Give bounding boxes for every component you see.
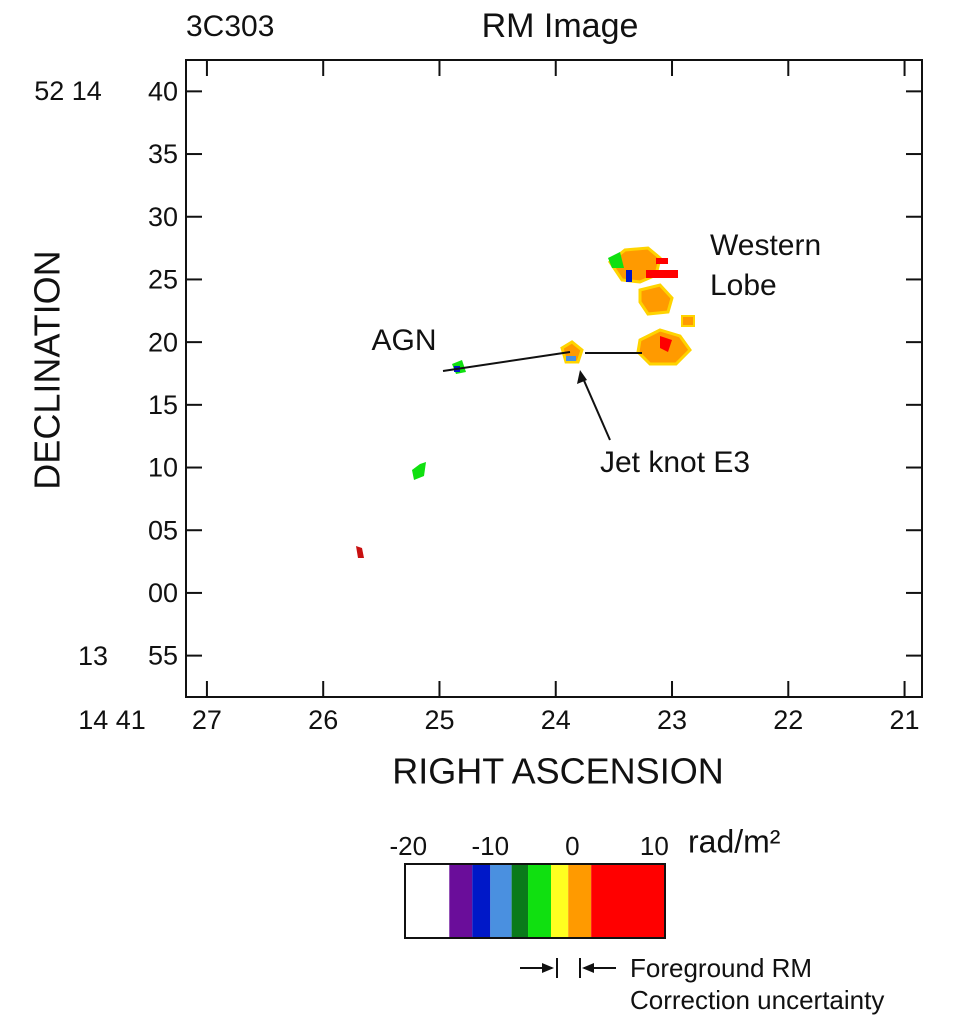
rm-features bbox=[356, 246, 695, 558]
annotation: AGN bbox=[371, 324, 436, 357]
colorbar-segment bbox=[528, 864, 551, 938]
colorbar-unit: rad/m² bbox=[688, 823, 781, 859]
x-tick-label: 24 bbox=[541, 705, 571, 735]
arrowhead bbox=[577, 370, 587, 384]
x-tick-label: 21 bbox=[890, 705, 920, 735]
y-tick-label: 10 bbox=[148, 453, 178, 483]
colorbar-frame bbox=[404, 863, 666, 939]
colorbar-segment bbox=[490, 864, 512, 938]
chart-title: RM Image bbox=[482, 7, 639, 45]
colorbar-segment bbox=[511, 864, 529, 938]
x-tick-label: 22 bbox=[773, 705, 803, 735]
colorbar-tick-label: -20 bbox=[389, 831, 427, 861]
y-tick-label: 30 bbox=[148, 202, 178, 232]
y-tick-label: 05 bbox=[148, 515, 178, 545]
x-axis-label: RIGHT ASCENSION bbox=[392, 751, 723, 792]
y-tick-label: 35 bbox=[148, 139, 178, 169]
annotation: Jet knot E3 bbox=[600, 446, 750, 479]
x-tick-label: 26 bbox=[308, 705, 338, 735]
jet-line bbox=[442, 351, 571, 372]
colorbar-segment bbox=[568, 864, 592, 938]
annotation: Foreground RM bbox=[630, 953, 812, 983]
annotation: Lobe bbox=[710, 269, 777, 302]
y-axis-label: DECLINATION bbox=[27, 250, 68, 489]
colorbar-segment bbox=[472, 864, 491, 938]
arrowhead bbox=[582, 963, 594, 973]
colorbar-tick-label: -10 bbox=[472, 831, 510, 861]
arrow bbox=[581, 375, 611, 441]
y-tick-label: 25 bbox=[148, 265, 178, 295]
source-label: 3C303 bbox=[186, 10, 274, 43]
y-tick-label: 00 bbox=[148, 578, 178, 608]
x-tick-label: 25 bbox=[424, 705, 454, 735]
y-tick-label: 15 bbox=[148, 390, 178, 420]
x-tick-label: 27 bbox=[192, 705, 222, 735]
y-prefix: 52 14 bbox=[34, 76, 102, 106]
colorbar-segment bbox=[405, 864, 450, 938]
y-tick-label: 20 bbox=[148, 327, 178, 357]
annotation: Correction uncertainty bbox=[630, 985, 884, 1015]
x-tick-label: 23 bbox=[657, 705, 687, 735]
colorbar-segment bbox=[449, 864, 473, 938]
y-prefix: 13 bbox=[78, 641, 108, 671]
x-prefix: 14 41 bbox=[78, 705, 146, 735]
y-tick-label: 55 bbox=[148, 641, 178, 671]
plot-frame bbox=[185, 59, 923, 698]
colorbar-segment bbox=[550, 864, 569, 938]
colorbar-tick-label: 10 bbox=[640, 831, 669, 861]
annotation: Western bbox=[710, 229, 821, 262]
arrowhead bbox=[542, 963, 554, 973]
y-tick-label: 40 bbox=[148, 76, 178, 106]
colorbar-tick-label: 0 bbox=[565, 831, 579, 861]
colorbar-segment bbox=[591, 864, 665, 938]
